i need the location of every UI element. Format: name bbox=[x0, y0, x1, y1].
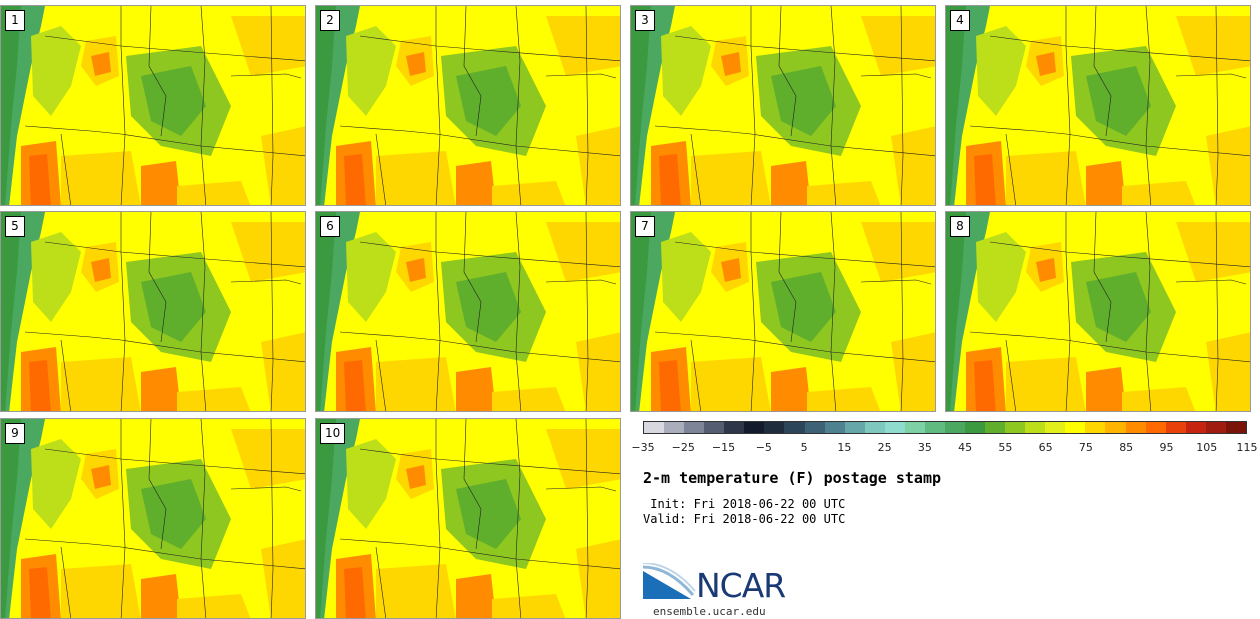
colorbar-segment bbox=[844, 422, 865, 433]
colorbar-tick-label: 75 bbox=[1078, 441, 1093, 454]
colorbar-segment bbox=[804, 422, 825, 433]
colorbar-segment bbox=[1165, 422, 1186, 433]
colorbar-segment bbox=[1065, 422, 1086, 433]
member-number-label: 3 bbox=[635, 10, 655, 31]
colorbar-tick-label: 65 bbox=[1038, 441, 1053, 454]
colorbar-tick-labels: −35 −25 −15 −5 5 15 25 35 45 55 65 75 85 95 105 115 bbox=[631, 441, 1257, 455]
temperature-map bbox=[316, 419, 620, 618]
colorbar-segment bbox=[784, 422, 805, 433]
ensemble-member-panel: 3 bbox=[630, 5, 936, 206]
colorbar-tick-label: 35 bbox=[917, 441, 932, 454]
colorbar-tick-label: 5 bbox=[800, 441, 808, 454]
colorbar-segment bbox=[744, 422, 765, 433]
ensemble-member-panel: 2 bbox=[315, 5, 621, 206]
site-url: ensemble.ucar.edu bbox=[653, 605, 766, 618]
colorbar-tick-label: −35 bbox=[631, 441, 655, 454]
colorbar-segment bbox=[684, 422, 705, 433]
temperature-colorbar bbox=[643, 421, 1247, 434]
colorbar-tick-label: 105 bbox=[1196, 441, 1218, 454]
ensemble-member-panel: 1 bbox=[0, 5, 306, 206]
colorbar-tick-label: 115 bbox=[1236, 441, 1258, 454]
member-number-label: 10 bbox=[320, 423, 346, 444]
colorbar-segment bbox=[884, 422, 905, 433]
colorbar-segment bbox=[904, 422, 925, 433]
valid-time: Valid: Fri 2018-06-22 00 UTC bbox=[643, 512, 846, 526]
colorbar-segment bbox=[924, 422, 945, 433]
colorbar-segment bbox=[944, 422, 965, 433]
colorbar-segment bbox=[1085, 422, 1106, 433]
member-number-label: 7 bbox=[635, 216, 655, 237]
colorbar-segment bbox=[724, 422, 745, 433]
colorbar-tick-label: 45 bbox=[958, 441, 973, 454]
colorbar-segment bbox=[1045, 422, 1066, 433]
temperature-map bbox=[1, 419, 305, 618]
member-number-label: 4 bbox=[950, 10, 970, 31]
colorbar-segment bbox=[824, 422, 845, 433]
colorbar-tick-label: 55 bbox=[998, 441, 1013, 454]
colorbar-segment bbox=[1105, 422, 1126, 433]
ensemble-member-panel: 4 bbox=[945, 5, 1251, 206]
ensemble-member-panel: 9 bbox=[0, 418, 306, 619]
colorbar-segment bbox=[1145, 422, 1166, 433]
colorbar-segment bbox=[985, 422, 1006, 433]
colorbar-tick-label: 15 bbox=[837, 441, 852, 454]
temperature-map bbox=[316, 212, 620, 411]
temperature-map bbox=[1, 6, 305, 205]
colorbar-segment bbox=[764, 422, 785, 433]
temperature-map bbox=[946, 6, 1250, 205]
ncar-logo-icon bbox=[643, 563, 696, 599]
ensemble-member-panel: 5 bbox=[0, 211, 306, 412]
colorbar-segment bbox=[1205, 422, 1226, 433]
colorbar-segment bbox=[1025, 422, 1046, 433]
colorbar-segment bbox=[704, 422, 725, 433]
colorbar-tick-label: −25 bbox=[671, 441, 695, 454]
colorbar-tick-label: 95 bbox=[1159, 441, 1174, 454]
colorbar-segment bbox=[965, 422, 986, 433]
member-number-label: 2 bbox=[320, 10, 340, 31]
ensemble-member-panel: 6 bbox=[315, 211, 621, 412]
colorbar-segment bbox=[1185, 422, 1206, 433]
colorbar-segment bbox=[864, 422, 885, 433]
colorbar-tick-label: −5 bbox=[755, 441, 772, 454]
temperature-map bbox=[316, 6, 620, 205]
member-number-label: 8 bbox=[950, 216, 970, 237]
colorbar-tick-label: 85 bbox=[1119, 441, 1134, 454]
colorbar-segment bbox=[1125, 422, 1146, 433]
colorbar-tick-label: −15 bbox=[711, 441, 736, 454]
colorbar-segment bbox=[1005, 422, 1026, 433]
ensemble-member-panel: 8 bbox=[945, 211, 1251, 412]
member-number-label: 1 bbox=[5, 10, 25, 31]
product-title: 2-m temperature (F) postage stamp bbox=[643, 469, 942, 487]
temperature-map bbox=[946, 212, 1250, 411]
temperature-map bbox=[631, 6, 935, 205]
init-time: Init: Fri 2018-06-22 00 UTC bbox=[643, 497, 846, 511]
member-number-label: 5 bbox=[5, 216, 25, 237]
colorbar-segment bbox=[644, 422, 665, 433]
ensemble-member-panel: 10 bbox=[315, 418, 621, 619]
ncar-logo-text: NCAR bbox=[696, 566, 786, 605]
member-number-label: 9 bbox=[5, 423, 25, 444]
colorbar-segment bbox=[1225, 422, 1246, 433]
temperature-map bbox=[631, 212, 935, 411]
colorbar-tick-label: 25 bbox=[877, 441, 892, 454]
member-number-label: 6 bbox=[320, 216, 340, 237]
colorbar-segment bbox=[664, 422, 685, 433]
temperature-map bbox=[1, 212, 305, 411]
ensemble-member-panel: 7 bbox=[630, 211, 936, 412]
